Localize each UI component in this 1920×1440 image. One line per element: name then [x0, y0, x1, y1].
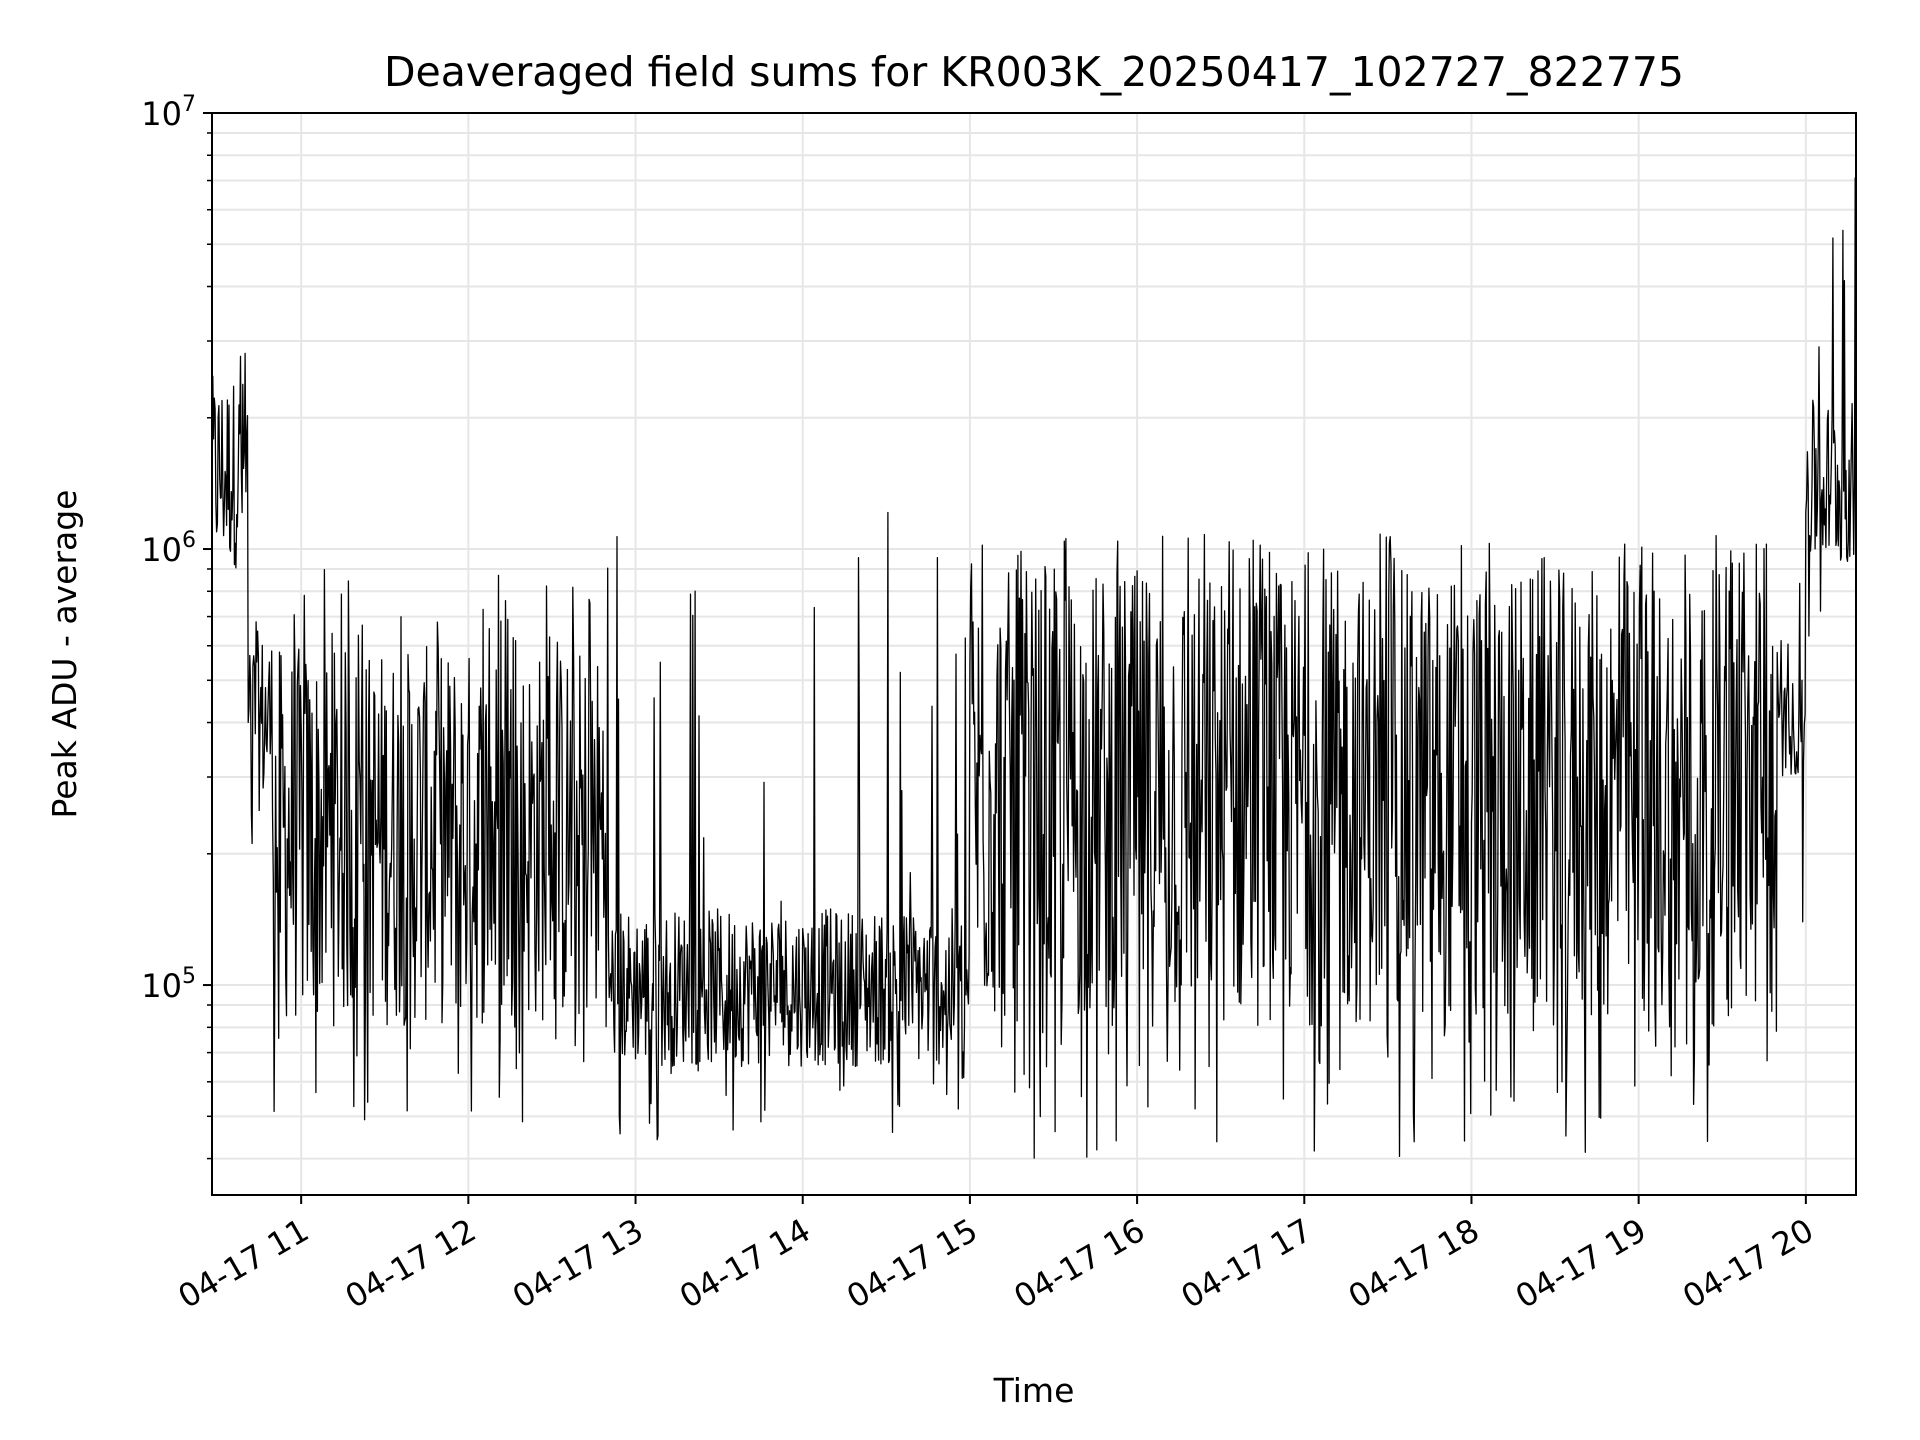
chart-title: Deaveraged field sums for KR003K_2025041…	[384, 48, 1684, 96]
y-tick-label: 107	[141, 92, 196, 133]
series-line	[212, 177, 1856, 1159]
y-tick-base: 10	[141, 967, 182, 1005]
y-tick-base: 10	[141, 531, 182, 569]
y-tick-exponent: 6	[182, 528, 196, 553]
plot-frame	[211, 112, 1857, 1196]
x-axis-label: Time	[993, 1371, 1075, 1410]
y-axis-label: Peak ADU - average	[45, 490, 84, 819]
y-tick-label: 106	[141, 528, 196, 569]
y-tick-exponent: 5	[182, 964, 196, 989]
plot-area	[212, 177, 1856, 1159]
y-tick-exponent: 7	[182, 92, 196, 117]
y-tick-label: 105	[141, 964, 196, 1005]
y-tick-base: 10	[141, 95, 182, 133]
